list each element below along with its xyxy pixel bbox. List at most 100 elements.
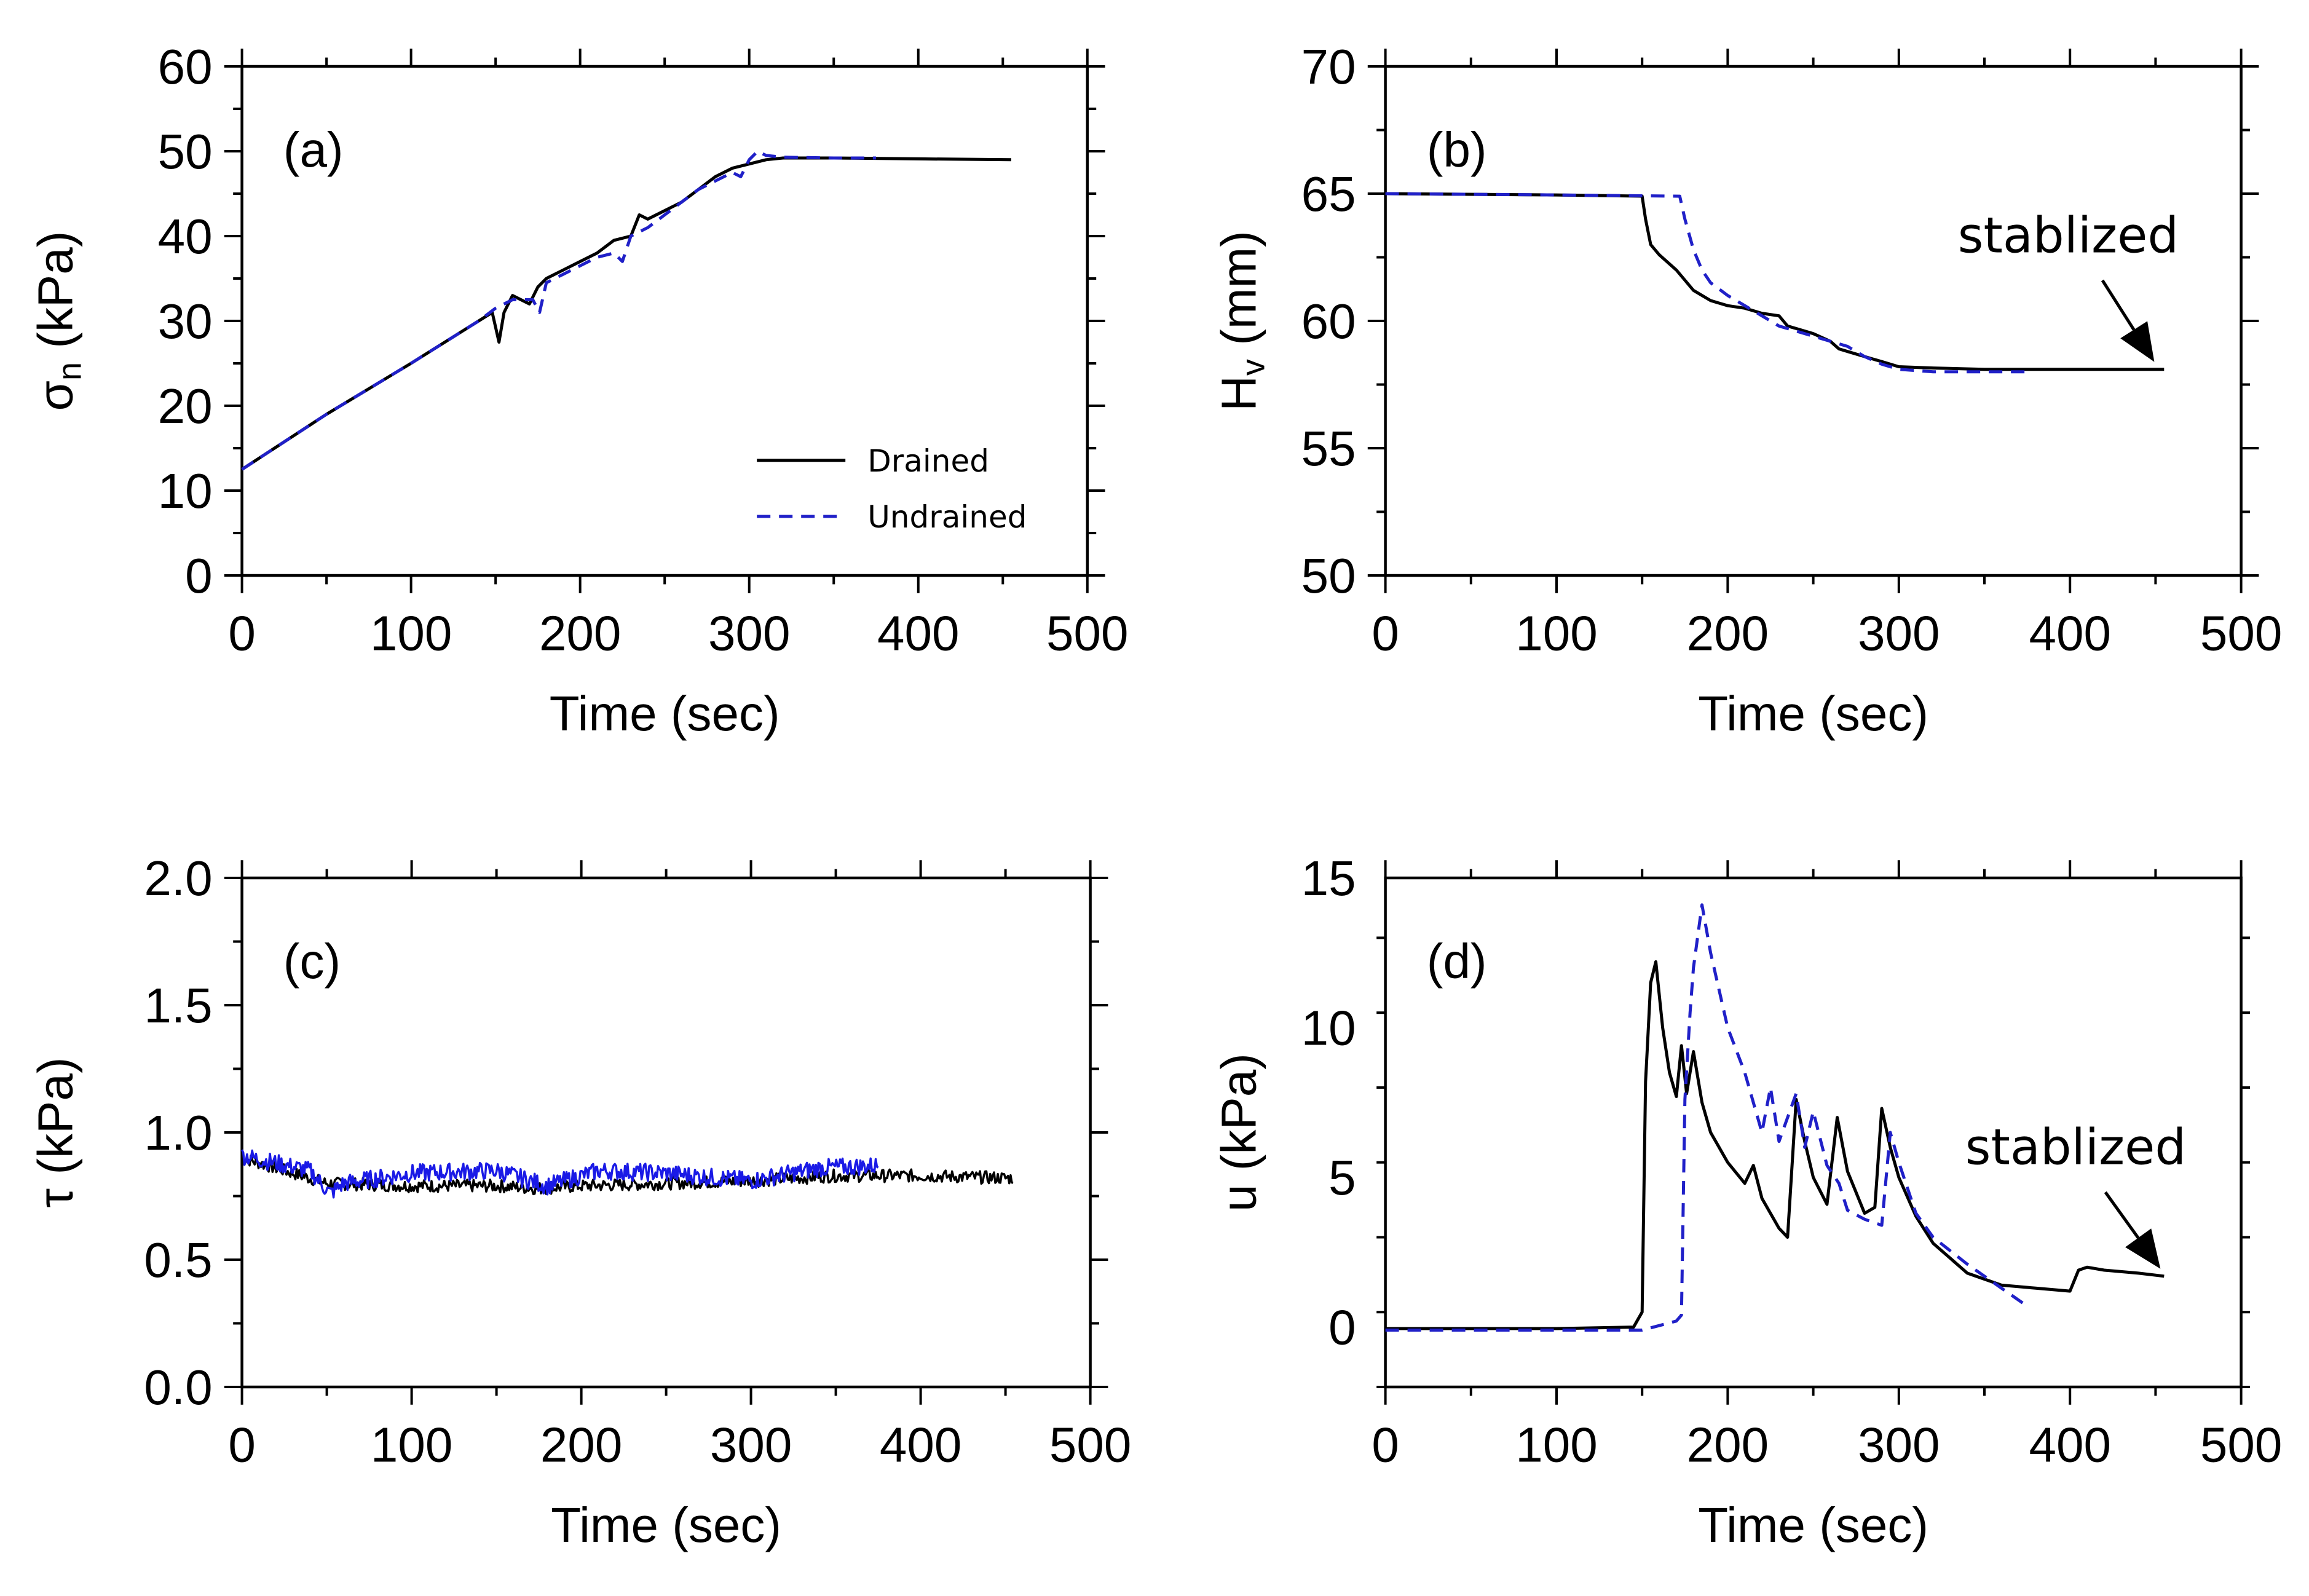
panel-label: (d) (1427, 934, 1487, 989)
x-tick-label: 300 (708, 606, 790, 661)
x-tick-label: 500 (2200, 1418, 2282, 1472)
panel-c: 0 100 200 300 400 500 0.0 0.5 1.0 1.5 2.… (28, 851, 1132, 1552)
x-tick-label: 100 (370, 606, 452, 661)
panel-d-y-tick-labels: 0 5 10 15 (1301, 851, 1356, 1355)
annotation-arrow (2104, 1191, 2140, 1239)
y-axis-title: σn (kPa) (28, 231, 89, 411)
annotation-text: stablized (1965, 1119, 2186, 1176)
panel-label: (c) (283, 934, 341, 989)
annotation-arrowhead (2125, 1228, 2161, 1269)
y-tick-label: 60 (1301, 294, 1356, 349)
panel-d-ticks (1376, 860, 2250, 1405)
y-axis-title: τ (kPa) (28, 1057, 83, 1208)
y-tick-label: 20 (158, 379, 213, 433)
panel-b-frame (1384, 65, 2243, 577)
y-tick-label: 70 (1301, 39, 1356, 94)
x-tick-label: 400 (2029, 1418, 2110, 1472)
y-tick-label: 65 (1301, 167, 1356, 221)
panel-b-y-tick-labels: 50 55 60 65 70 (1301, 39, 1356, 603)
y-tick-label: 0.5 (144, 1233, 212, 1287)
y-axis-symbol: H (1211, 376, 1266, 411)
annotation-text: stablized (1958, 207, 2179, 264)
y-tick-label: 5 (1328, 1150, 1356, 1205)
y-tick-label: 0 (1328, 1300, 1356, 1355)
x-tick-label: 300 (1858, 606, 1940, 661)
y-axis-subscript: n (51, 362, 88, 381)
x-tick-label: 100 (1515, 1418, 1597, 1472)
legend-undrained-label: Undrained (867, 499, 1027, 535)
x-tick-label: 500 (2200, 606, 2282, 661)
x-tick-label: 200 (539, 606, 621, 661)
x-tick-label: 400 (2029, 606, 2110, 661)
annotation: stablized (1958, 207, 2179, 362)
drained-line (241, 156, 1012, 471)
x-tick-label: 300 (1858, 1418, 1940, 1472)
y-axis-symbol: σ (28, 381, 83, 411)
y-tick-label: 50 (1301, 548, 1356, 603)
y-tick-label: 15 (1301, 851, 1356, 906)
y-axis-title: Hv (mm) (1211, 231, 1271, 411)
x-axis-title: Time (sec) (550, 686, 780, 741)
panel-label: (b) (1427, 122, 1487, 177)
annotation-arrowhead (2120, 321, 2155, 362)
x-tick-label: 200 (1687, 1418, 1769, 1472)
x-tick-label: 0 (1372, 606, 1399, 661)
y-tick-label: 1.5 (144, 978, 212, 1033)
x-axis-title: Time (sec) (551, 1498, 781, 1552)
panel-a: 0 100 200 300 400 500 0 10 20 30 40 50 6… (28, 39, 1129, 741)
x-tick-label: 500 (1049, 1418, 1131, 1472)
x-tick-label: 300 (710, 1418, 792, 1472)
panel-c-x-tick-labels: 0 100 200 300 400 500 (228, 1418, 1131, 1472)
panel-c-series (241, 1149, 1014, 1199)
y-tick-label: 0 (185, 548, 213, 603)
annotation: stablized (1965, 1119, 2186, 1269)
x-axis-title: Time (sec) (1698, 1498, 1928, 1552)
x-tick-label: 0 (228, 1418, 256, 1472)
undrained-line (241, 1149, 879, 1199)
panel-c-frame (240, 876, 1092, 1389)
y-tick-label: 0.0 (144, 1360, 212, 1415)
x-tick-label: 0 (228, 606, 256, 661)
x-axis-title: Time (sec) (1698, 686, 1928, 741)
y-axis-title: u (kPa) (1211, 1053, 1266, 1212)
x-tick-label: 400 (877, 606, 959, 661)
y-tick-label: 10 (1301, 1001, 1356, 1056)
x-tick-label: 200 (540, 1418, 622, 1472)
y-tick-label: 10 (158, 464, 213, 518)
x-tick-label: 0 (1372, 1418, 1399, 1472)
y-tick-label: 1.0 (144, 1105, 212, 1160)
x-tick-label: 200 (1687, 606, 1769, 661)
x-tick-label: 400 (880, 1418, 961, 1472)
legend: Drained Undrained (757, 443, 1027, 535)
panel-d-series (1385, 903, 2165, 1332)
annotation-arrow (2101, 279, 2136, 331)
panel-b: 0 100 200 300 400 500 50 55 60 65 70 Tim… (1211, 39, 2282, 741)
legend-drained-label: Drained (867, 443, 989, 479)
panel-a-x-tick-labels: 0 100 200 300 400 500 (228, 606, 1128, 661)
panel-d: 0 100 200 300 400 500 0 5 10 15 Time (se… (1211, 851, 2282, 1552)
undrained-line (1385, 192, 2027, 374)
panel-a-series (241, 149, 1012, 471)
y-tick-label: 2.0 (144, 851, 212, 906)
panel-a-ticks (224, 49, 1105, 593)
panel-b-x-tick-labels: 0 100 200 300 400 500 (1372, 606, 2282, 661)
y-tick-label: 55 (1301, 421, 1356, 476)
y-tick-label: 50 (158, 124, 213, 179)
panel-a-y-tick-labels: 0 10 20 30 40 50 60 (158, 39, 213, 603)
panel-c-ticks (224, 860, 1108, 1405)
y-axis-unit: (kPa) (28, 231, 83, 362)
panel-b-series (1385, 192, 2165, 374)
panel-c-y-tick-labels: 0.0 0.5 1.0 1.5 2.0 (144, 851, 212, 1415)
y-tick-label: 30 (158, 294, 213, 349)
x-tick-label: 500 (1046, 606, 1128, 661)
undrained-line (241, 149, 876, 471)
y-axis-unit: (mm) (1211, 231, 1266, 359)
y-tick-label: 60 (158, 39, 213, 94)
x-tick-label: 100 (371, 1418, 452, 1472)
panel-label: (a) (283, 122, 344, 177)
y-tick-label: 40 (158, 209, 213, 264)
panel-b-ticks (1367, 49, 2259, 593)
y-axis-subscript: v (1234, 359, 1271, 376)
x-tick-label: 100 (1515, 606, 1597, 661)
